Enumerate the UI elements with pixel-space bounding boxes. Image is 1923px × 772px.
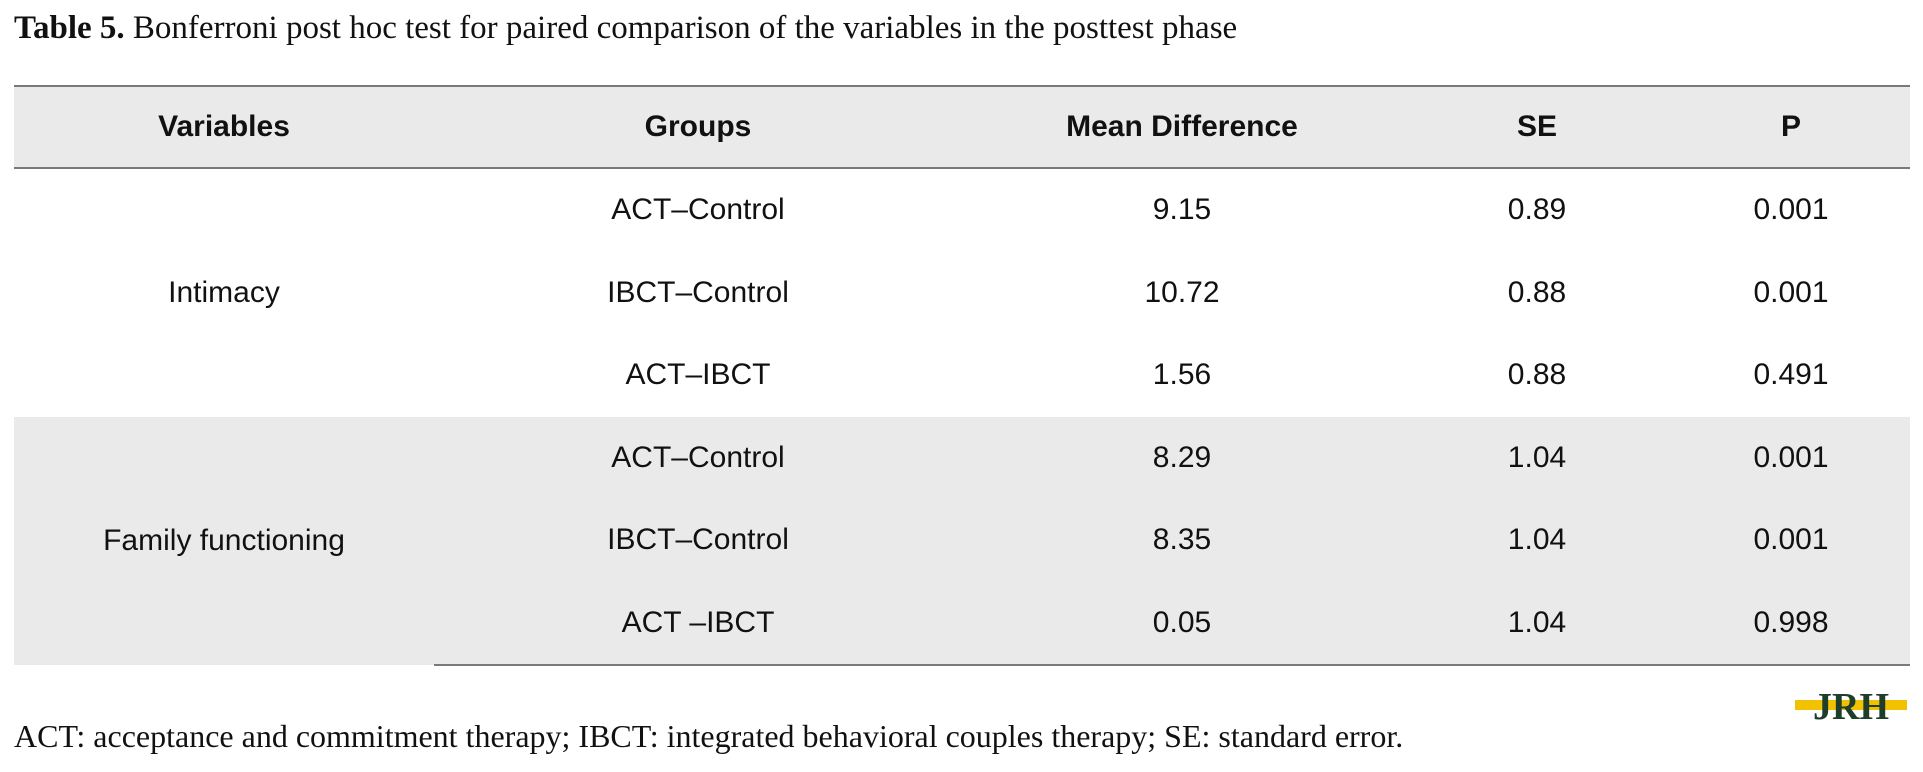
table-row: IBCT–Control 10.72 0.88 0.001 bbox=[14, 252, 1910, 335]
logo-accent-band bbox=[1795, 700, 1907, 710]
table-row: Family functioning ACT–Control 8.29 1.04… bbox=[14, 416, 1910, 665]
variable-cell-family-functioning: Family functioning bbox=[14, 416, 434, 665]
variable-cell-intimacy: Intimacy bbox=[168, 275, 280, 309]
mean-difference-cell: 9.15 bbox=[1152, 193, 1212, 227]
p-cell: 0.001 bbox=[1672, 499, 1910, 582]
se-cell: 1.04 bbox=[1402, 416, 1672, 499]
se-cell: 0.88 bbox=[1507, 275, 1567, 309]
header-variables: Variables bbox=[14, 85, 434, 169]
mean-difference-cell: 0.05 bbox=[962, 581, 1402, 666]
results-table-container: Variables Groups Mean Difference SE P In… bbox=[14, 85, 1910, 666]
group-cell: ACT–IBCT bbox=[625, 358, 771, 392]
se-cell: 1.04 bbox=[1402, 499, 1672, 582]
header-p: P bbox=[1672, 85, 1910, 169]
p-cell: 0.491 bbox=[1753, 358, 1829, 392]
header-mean-difference: Mean Difference bbox=[962, 85, 1402, 169]
group-cell: IBCT–Control bbox=[607, 275, 789, 309]
p-cell: 0.001 bbox=[1753, 275, 1829, 309]
mean-difference-cell: 10.72 bbox=[1144, 275, 1220, 309]
mean-difference-cell: 1.56 bbox=[1152, 358, 1212, 392]
group-cell: ACT–Control bbox=[434, 416, 962, 499]
logo-text: JRH bbox=[1813, 686, 1889, 726]
caption-text: Bonferroni post hoc test for paired comp… bbox=[124, 10, 1238, 46]
table-row: Intimacy ACT–Control 9.15 0.89 0.001 bbox=[14, 168, 1910, 309]
table-header-row: Variables Groups Mean Difference SE P bbox=[14, 85, 1910, 169]
header-groups: Groups bbox=[434, 85, 962, 169]
caption-label: Table 5. bbox=[14, 10, 125, 46]
table-caption: Table 5. Bonferroni post hoc test for pa… bbox=[14, 10, 1237, 47]
p-cell: 0.998 bbox=[1672, 581, 1910, 666]
se-cell: 1.04 bbox=[1402, 581, 1672, 666]
group-cell: IBCT–Control bbox=[434, 499, 962, 582]
results-table: Variables Groups Mean Difference SE P In… bbox=[14, 85, 1910, 666]
group-cell: ACT –IBCT bbox=[434, 581, 962, 666]
table-footnote: ACT: acceptance and commitment therapy; … bbox=[14, 718, 1404, 754]
mean-difference-cell: 8.35 bbox=[962, 499, 1402, 582]
mean-difference-cell: 8.29 bbox=[962, 416, 1402, 499]
header-se: SE bbox=[1402, 85, 1672, 169]
group-cell: ACT–Control bbox=[611, 193, 785, 227]
se-cell: 0.89 bbox=[1507, 193, 1567, 227]
table-row: IBCT–Control 8.35 1.04 0.001 bbox=[14, 499, 1910, 582]
table-row: ACT –IBCT 0.05 1.04 0.998 bbox=[14, 581, 1910, 666]
se-cell: 0.88 bbox=[1507, 358, 1567, 392]
table-row: ACT–IBCT 1.56 0.88 0.491 bbox=[14, 334, 1910, 417]
p-cell: 0.001 bbox=[1753, 193, 1829, 227]
jrh-logo: JRH bbox=[1795, 686, 1907, 726]
p-cell: 0.001 bbox=[1672, 416, 1910, 499]
